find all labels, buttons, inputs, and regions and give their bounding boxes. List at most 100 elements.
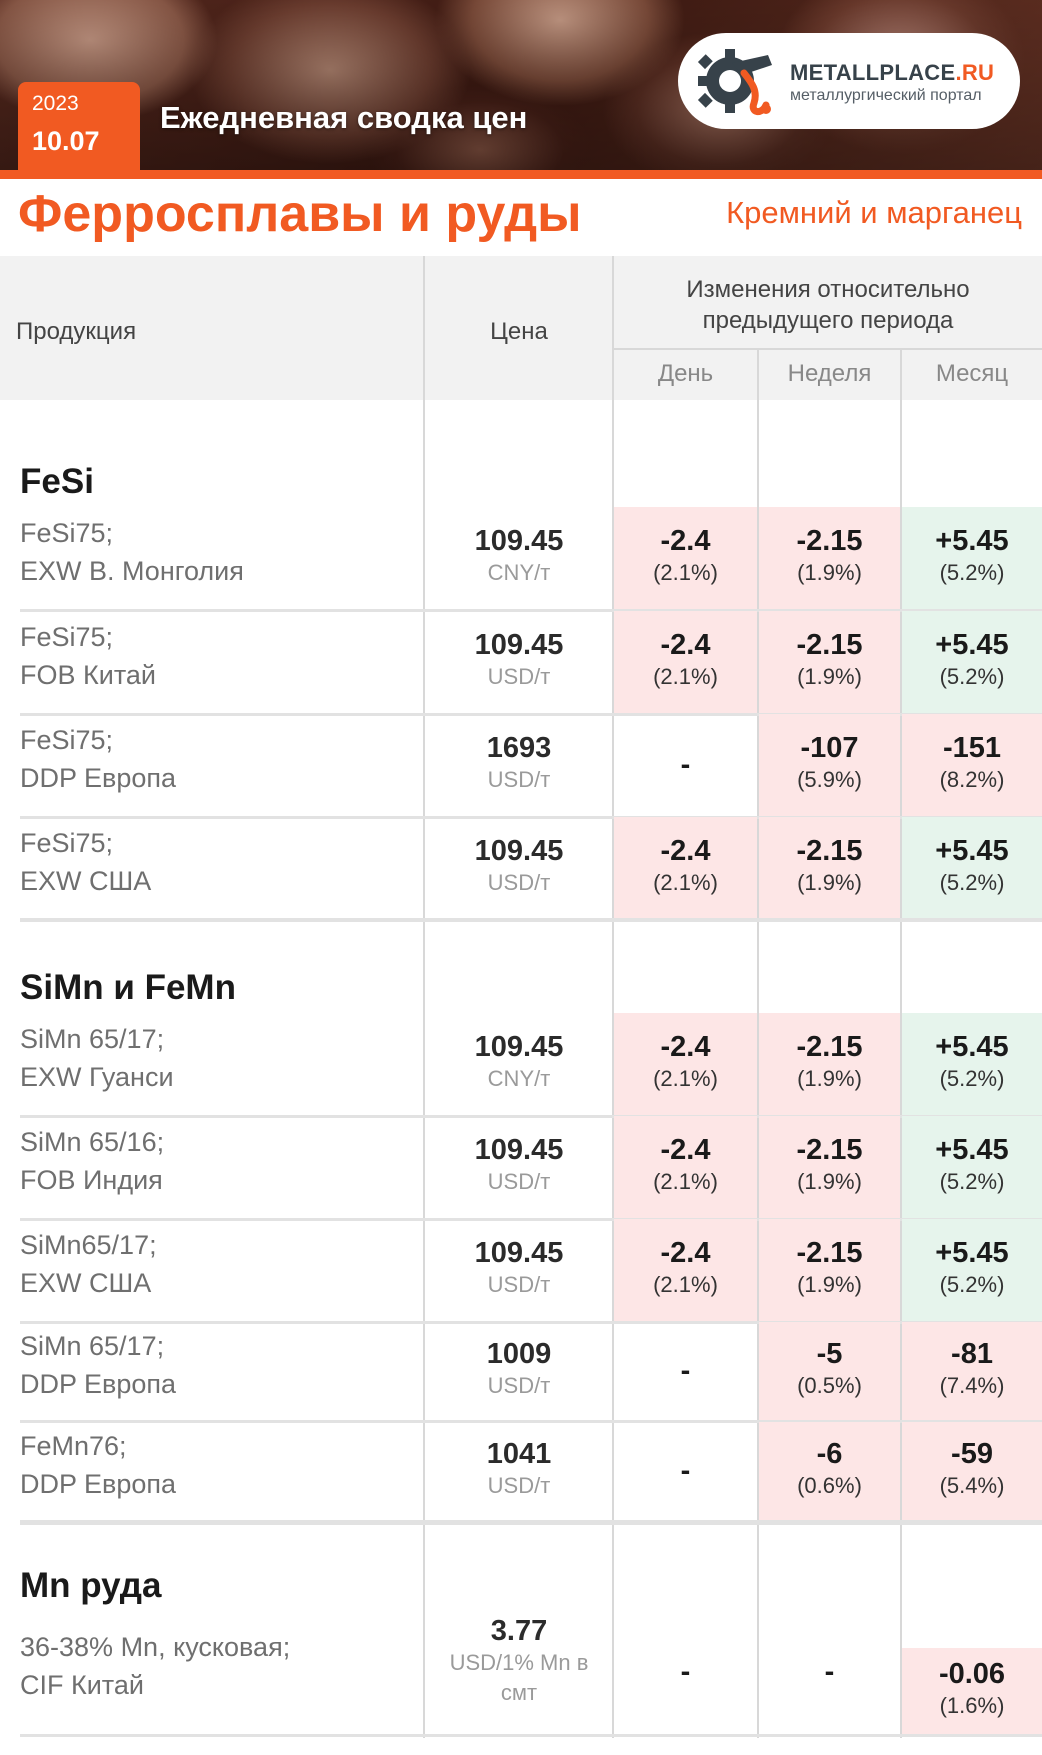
product-name: FeSi75; DDP Европа <box>20 721 176 797</box>
change-month-value: +5.45 <box>935 525 1009 557</box>
price-cell: 109.45 USD/т <box>425 834 613 898</box>
price-unit: CNY/т <box>487 1066 551 1091</box>
change-month-cell: +5.45 (5.2%) <box>902 1116 1042 1218</box>
group-title-mn: Mn руда <box>20 1566 162 1605</box>
change-month-cell: -81 (7.4%) <box>902 1322 1042 1420</box>
product-line-1: SiMn65/17; <box>20 1230 157 1260</box>
change-month-value: -151 <box>942 732 1002 764</box>
change-month-percent: (8.2%) <box>939 767 1005 792</box>
change-week-percent: (1.9%) <box>797 1272 862 1297</box>
product-name: SiMn 65/17; DDP Европа <box>20 1327 176 1403</box>
change-week-content: -2.15 (1.9%) <box>759 834 900 898</box>
change-day-percent: (2.1%) <box>653 1169 718 1194</box>
section-title: Ферросплавы и руды <box>18 185 582 243</box>
change-week-cell: -2.15 (1.9%) <box>759 611 900 713</box>
price-unit: USD/т <box>487 767 551 792</box>
change-month-cell: +5.45 (5.2%) <box>902 1013 1042 1115</box>
change-day-cell: -2.4 (2.1%) <box>614 1013 757 1115</box>
accent-bar <box>0 170 1042 179</box>
change-week-cell: -2.15 (1.9%) <box>759 1219 900 1321</box>
change-week-content: -107 (5.9%) <box>759 731 900 795</box>
price-unit-line-2: смт <box>500 1680 538 1705</box>
row-divider <box>20 1115 1042 1118</box>
change-day-content: -2.4 (2.1%) <box>614 834 757 898</box>
change-day-percent: (2.1%) <box>653 664 718 689</box>
product-line-1: FeSi75; <box>20 828 114 858</box>
change-week-percent: (1.9%) <box>797 1066 862 1091</box>
change-month-percent: (5.2%) <box>939 1272 1005 1297</box>
change-month-value: -0.06 <box>938 1658 1006 1690</box>
price-value: 109.45 <box>474 525 564 557</box>
change-week-cell: -2.15 (1.9%) <box>759 1116 900 1218</box>
product-name: 36-38% Mn, кусковая; CIF Китай <box>20 1628 290 1704</box>
change-day-cell: -2.4 (2.1%) <box>614 507 757 609</box>
change-week-value: -2.15 <box>796 1237 863 1269</box>
change-month-content: -0.06 (1.6%) <box>902 1657 1042 1721</box>
change-month-content: +5.45 (5.2%) <box>902 628 1042 692</box>
column-separator <box>900 348 902 1738</box>
change-month-percent: (5.2%) <box>939 870 1005 895</box>
change-month-cell: +5.45 (5.2%) <box>902 611 1042 713</box>
change-month-cell: -59 (5.4%) <box>902 1422 1042 1520</box>
change-week-content: -5 (0.5%) <box>759 1337 900 1401</box>
product-name: FeMn76; DDP Европа <box>20 1427 176 1503</box>
change-month-percent: (7.4%) <box>939 1373 1005 1398</box>
product-name: SiMn 65/16; FOB Индия <box>20 1123 164 1199</box>
change-day-value: - <box>680 1656 691 1688</box>
price-cell: 1693 USD/т <box>425 731 613 795</box>
table-row: SiMn 65/17; EXW Гуанси 109.45 CNY/т -2.4 (2.1… <box>0 1013 1042 1118</box>
change-day-percent: (2.1%) <box>653 1272 718 1297</box>
date-year: 2023 <box>32 92 79 115</box>
change-month-value: +5.45 <box>935 835 1009 867</box>
table-row: SiMn65/17; EXW США 109.45 USD/т -2.4 (2.1%) -2… <box>0 1219 1042 1324</box>
change-day-value: -2.4 <box>660 629 711 661</box>
change-month-content: -81 (7.4%) <box>902 1337 1042 1401</box>
change-month-cell: +5.45 (5.2%) <box>902 507 1042 609</box>
change-month-value: +5.45 <box>935 1031 1009 1063</box>
change-week-percent: (1.9%) <box>797 560 862 585</box>
product-name: SiMn65/17; EXW США <box>20 1226 157 1302</box>
change-day-content: -2.4 (2.1%) <box>614 1030 757 1094</box>
logo[interactable]: METALLPLACE.RU металлургический портал <box>678 33 1020 129</box>
change-day-percent: (2.1%) <box>653 870 718 895</box>
header-divider <box>614 348 1042 350</box>
logo-subtitle: металлургический портал <box>790 87 982 104</box>
product-line-2: DDP Европа <box>20 1469 177 1499</box>
change-month-content: +5.45 (5.2%) <box>902 834 1042 898</box>
change-day-content: -2.4 (2.1%) <box>614 524 757 588</box>
change-day-cell: -2.4 (2.1%) <box>614 817 757 919</box>
product-line-2: EXW Гуанси <box>20 1062 174 1092</box>
column-header-product: Продукция <box>16 318 137 345</box>
change-week-content: -2.15 (1.9%) <box>759 628 900 692</box>
change-week-value: -2.15 <box>796 1134 863 1166</box>
change-day-cell: - <box>614 714 757 816</box>
price-value: 109.45 <box>474 1134 564 1166</box>
product-line-1: SiMn 65/17; <box>20 1024 165 1054</box>
table-row: SiMn 65/17; DDP Европа 1009 USD/т - -5 (0.5%) -… <box>0 1322 1042 1423</box>
price-value: 1693 <box>486 732 552 764</box>
price-cell: 1041 USD/т <box>425 1437 613 1501</box>
change-day-value: -2.4 <box>660 1031 711 1063</box>
table-row: SiMn 65/16; FOB Индия 109.45 USD/т -2.4 (2.1%… <box>0 1116 1042 1221</box>
price-value: 109.45 <box>474 835 564 867</box>
change-week-value: -2.15 <box>796 1031 863 1063</box>
price-value: 109.45 <box>474 1237 564 1269</box>
change-month-content: +5.45 (5.2%) <box>902 1030 1042 1094</box>
change-week-cell: -2.15 (1.9%) <box>759 817 900 919</box>
price-unit: USD/т <box>487 664 551 689</box>
price-unit: USD/т <box>487 1473 551 1498</box>
change-week-percent: (0.6%) <box>797 1473 862 1498</box>
row-divider <box>20 713 1042 716</box>
table-row: FeSi75; DDP Европа 1693 USD/т - -107 (5.9%) -15… <box>0 714 1042 819</box>
column-header-changes: Изменения относительно предыдущего перио… <box>614 274 1042 336</box>
product-line-1: SiMn 65/16; <box>20 1127 165 1157</box>
product-name: FeSi75; FOB Китай <box>20 618 156 694</box>
product-line-1: FeSi75; <box>20 725 114 755</box>
group-divider <box>20 918 1042 921</box>
price-unit: CNY/т <box>487 560 551 585</box>
change-week-cell: -6 (0.6%) <box>759 1422 900 1520</box>
change-month-percent: (5.2%) <box>939 1169 1005 1194</box>
price-cell: 109.45 CNY/т <box>425 524 613 588</box>
group-divider <box>20 1522 1042 1525</box>
change-week-content: -2.15 (1.9%) <box>759 1236 900 1300</box>
